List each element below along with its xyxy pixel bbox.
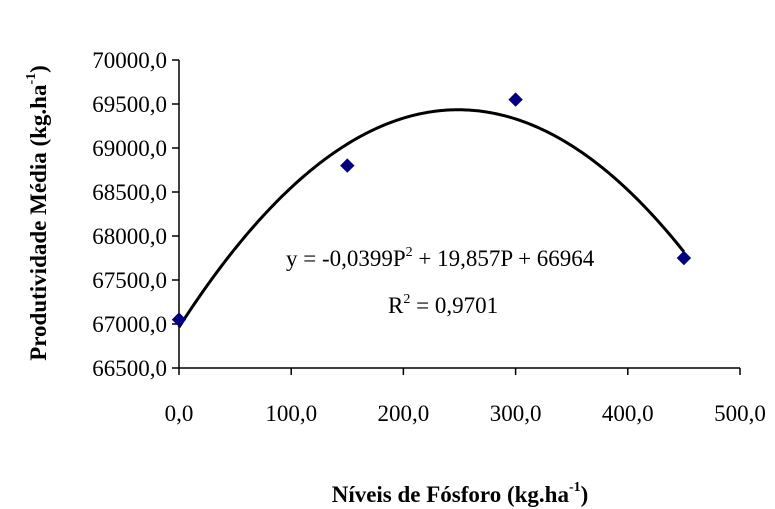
y-axis-title-exponent: -1 xyxy=(24,73,39,85)
y-tick-label: 68000,0 xyxy=(92,224,167,249)
y-tick-label: 70000,0 xyxy=(92,48,167,73)
trendline-curve xyxy=(177,108,686,328)
y-tick-label: 66500,0 xyxy=(92,356,167,381)
x-axis-title: Níveis de Fósforo (kg.ha-1) xyxy=(332,480,589,507)
data-point-diamond xyxy=(340,158,355,173)
equation-part-a: y = -0,0399P xyxy=(286,246,406,271)
data-points xyxy=(171,92,692,327)
x-axis-title-exponent: -1 xyxy=(569,480,581,495)
r-squared-part-b: = 0,9701 xyxy=(410,293,498,318)
x-tick-label: 0,0 xyxy=(165,401,194,426)
x-axis-ticks: 0,0 100,0 200,0 300,0 400,0 500,0 xyxy=(165,368,766,426)
x-tick-label: 200,0 xyxy=(378,401,430,426)
y-tick-label: 69000,0 xyxy=(92,136,167,161)
data-point-diamond xyxy=(676,250,692,266)
x-axis-title-close: ) xyxy=(581,482,589,507)
x-tick-label: 100,0 xyxy=(265,401,317,426)
y-tick-label: 68500,0 xyxy=(92,180,167,205)
data-point-diamond xyxy=(508,92,523,107)
y-axis-ticks: 66500,0 67000,0 67500,0 68000,0 68500,0 69000… xyxy=(92,48,179,381)
y-axis-title: Produtividade Média (kg.ha-1) xyxy=(24,65,51,361)
y-axis-title-main: Produtividade Média (kg.ha xyxy=(26,84,51,361)
r-squared-part-a: R xyxy=(388,293,404,318)
equation-part-b: + 19,857P + 66964 xyxy=(413,246,595,271)
data-point-diamond xyxy=(171,312,187,327)
r-squared-exponent: 2 xyxy=(403,292,410,307)
x-axis-title-main: Níveis de Fósforo (kg.ha xyxy=(332,482,570,507)
x-tick-label: 500,0 xyxy=(714,401,766,426)
y-tick-label: 69500,0 xyxy=(92,92,167,117)
x-tick-label: 400,0 xyxy=(602,401,654,426)
x-tick-label: 300,0 xyxy=(490,401,542,426)
y-axis-title-close: ) xyxy=(26,65,51,73)
r-squared-annotation: R2 = 0,9701 xyxy=(388,292,498,318)
y-tick-label: 67500,0 xyxy=(92,268,167,293)
y-tick-label: 67000,0 xyxy=(92,312,167,337)
equation-exponent: 2 xyxy=(406,245,413,260)
equation-annotation: y = -0,0399P2 + 19,857P + 66964 xyxy=(286,245,595,271)
